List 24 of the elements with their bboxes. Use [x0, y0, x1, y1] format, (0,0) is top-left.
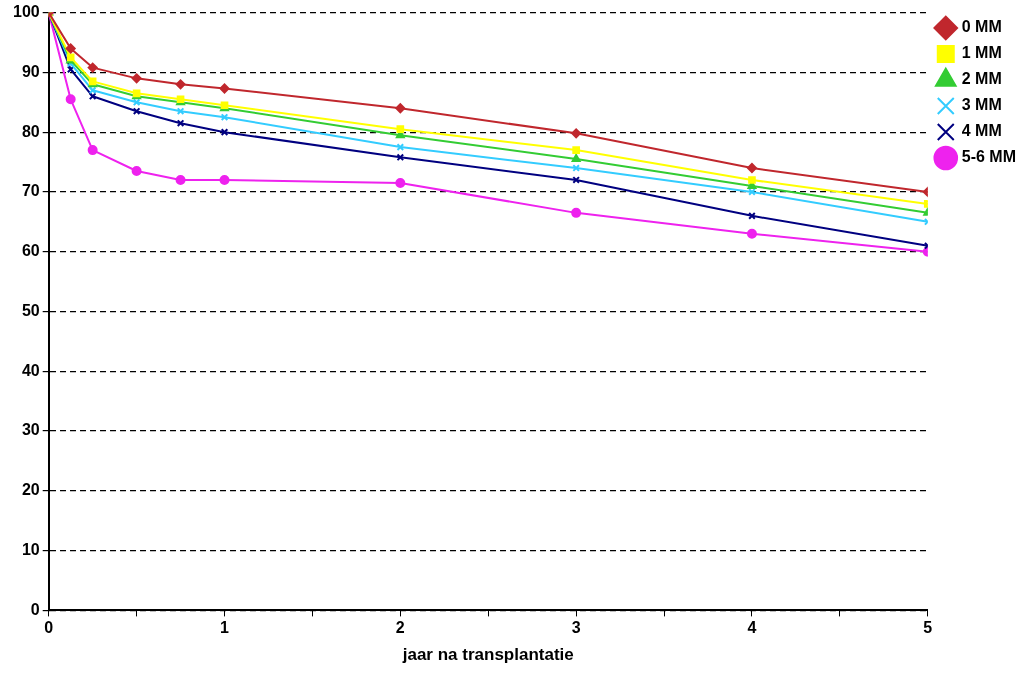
legend-label: 0 MM [961, 18, 1002, 36]
legend-label: 4 MM [961, 122, 1002, 140]
y-tick-label: 80 [21, 122, 40, 140]
y-tick-label: 30 [21, 421, 40, 439]
y-tick-label: 40 [21, 361, 40, 379]
x-tick-label: 5 [923, 619, 933, 637]
legend-label: 2 MM [961, 70, 1002, 88]
x-tick-label: 1 [220, 619, 230, 637]
x-axis-title: jaar na transplantatie [401, 645, 574, 665]
y-tick-label: 60 [21, 242, 40, 260]
x-tick-label: 3 [571, 619, 581, 637]
y-tick-label: 100 [12, 3, 40, 21]
y-tick-label: 50 [21, 301, 40, 319]
x-tick-label: 4 [747, 619, 757, 637]
y-tick-label: 10 [21, 541, 40, 559]
legend-label: 3 MM [961, 96, 1002, 114]
x-tick-label: 2 [395, 619, 405, 637]
y-tick-label: 70 [21, 182, 40, 200]
x-tick-label: 0 [44, 619, 54, 637]
y-tick-label: 0 [30, 600, 40, 618]
y-tick-label: 20 [21, 481, 40, 499]
y-tick-label: 90 [21, 62, 40, 80]
legend-label: 1 MM [961, 44, 1002, 62]
legend-label: 5-6 MM [961, 148, 1017, 166]
